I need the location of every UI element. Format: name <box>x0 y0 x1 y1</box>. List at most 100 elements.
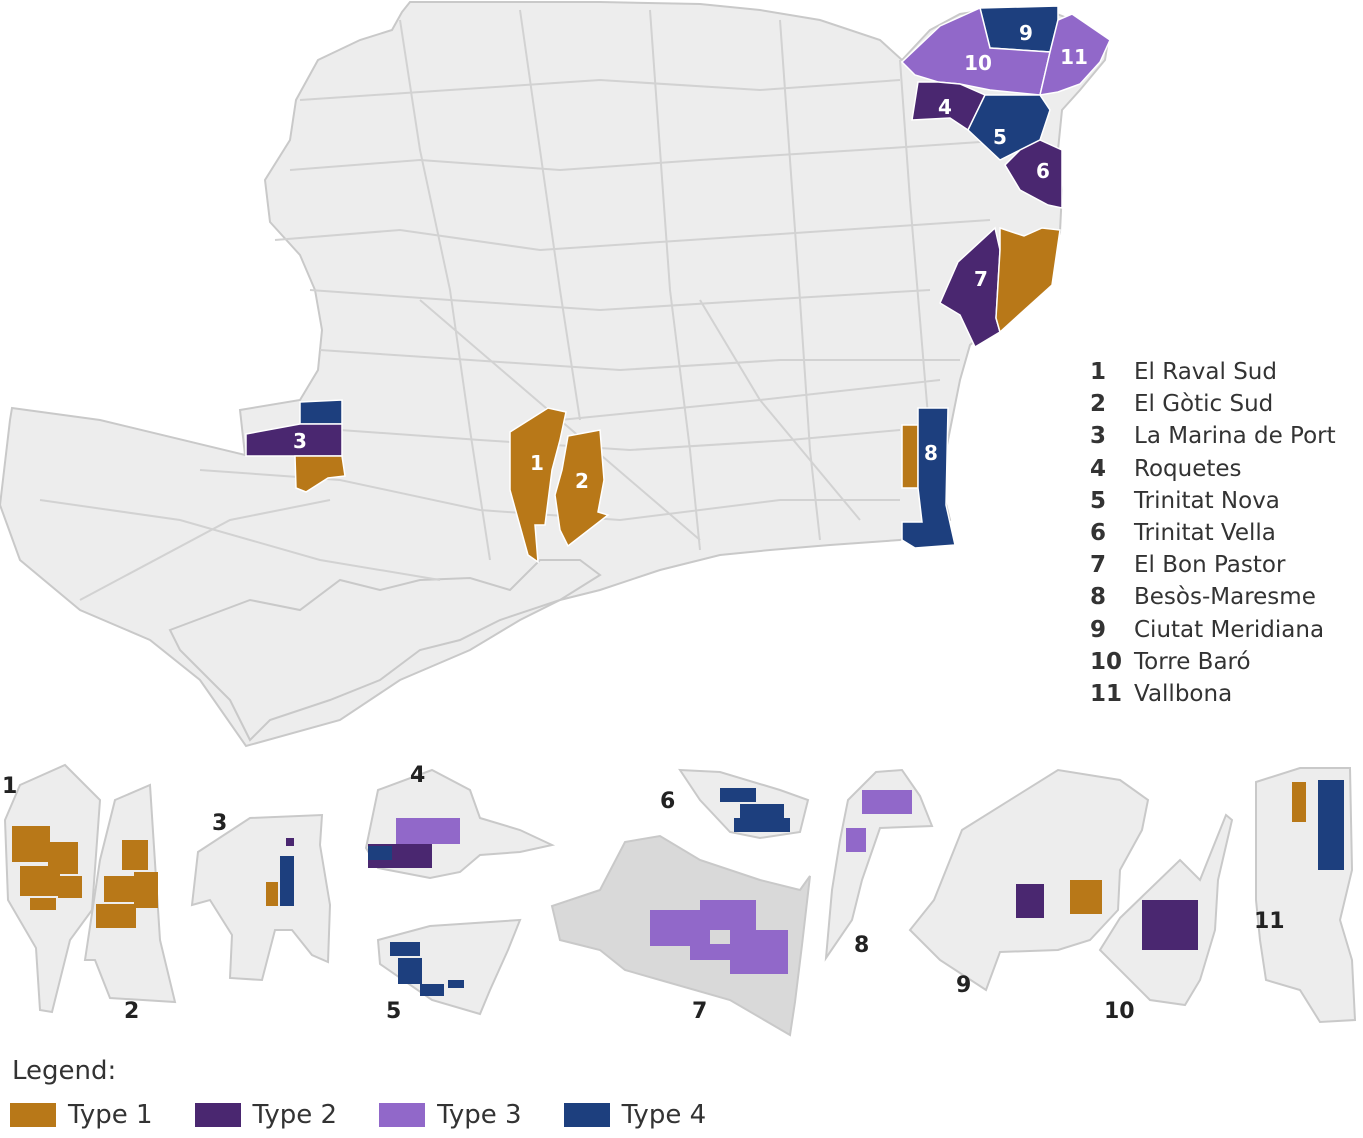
city-map <box>0 1 1110 748</box>
legend-label: Type 3 <box>437 1100 522 1130</box>
inset-maps: 1 2 3 4 5 6 <box>2 763 1357 1037</box>
legend-label: Type 4 <box>621 1100 707 1130</box>
inset-map-8 <box>824 768 934 962</box>
area-6-trinitat-vella[interactable] <box>1004 139 1063 209</box>
list-item: 6 Trinitat Vella <box>1090 517 1336 549</box>
inset-label-10: 10 <box>1104 999 1135 1024</box>
list-item-number: 5 <box>1090 487 1107 514</box>
legend-item-type-2: Type 2 <box>194 1100 338 1130</box>
map-label-8: 8 <box>924 441 938 465</box>
inset-map-3 <box>190 813 332 982</box>
list-item-name: Vallbona <box>1134 680 1233 707</box>
legend-label: Type 2 <box>252 1100 338 1130</box>
list-item: 3 La Marina de Port <box>1090 420 1336 452</box>
list-item-number: 1 <box>1090 359 1107 386</box>
inset-label-8: 8 <box>854 933 869 958</box>
list-item-name: Torre Baró <box>1134 648 1251 675</box>
area-3-la-marina-de-port-type1[interactable] <box>294 455 346 493</box>
list-item: 1 El Raval Sud <box>1090 356 1336 388</box>
inset-2-buildings <box>96 840 158 928</box>
area-2-el-gotic-sud[interactable] <box>554 429 610 548</box>
area-7-el-bon-pastor-type1[interactable] <box>995 226 1061 334</box>
inset-label-1: 1 <box>2 774 17 799</box>
list-item: 5 Trinitat Nova <box>1090 485 1336 517</box>
area-8-besos-maresme-type1[interactable] <box>901 424 919 489</box>
inset-label-5: 5 <box>386 999 401 1024</box>
inset-label-6: 6 <box>660 789 675 814</box>
inset-label-3: 3 <box>212 811 227 836</box>
list-item-number: 3 <box>1090 423 1107 450</box>
map-label-1: 1 <box>530 451 544 475</box>
list-item-name: Trinitat Nova <box>1134 487 1280 514</box>
legend-item-type-3: Type 3 <box>379 1100 522 1130</box>
legend-title: Legend: <box>12 1056 117 1086</box>
list-item-name: Ciutat Meridiana <box>1134 616 1325 643</box>
area-3-la-marina-de-port-type4[interactable] <box>299 399 343 425</box>
list-item-name: El Raval Sud <box>1134 359 1277 386</box>
inset-label-4: 4 <box>410 763 425 788</box>
list-item: 8 Besòs-Maresme <box>1090 581 1336 613</box>
inset-11-buildings <box>1292 780 1344 870</box>
map-label-11: 11 <box>1060 45 1088 69</box>
area-3-la-marina-de-port-type2[interactable] <box>245 423 343 457</box>
area-11-vallbona[interactable] <box>1039 13 1111 96</box>
legend: Type 1 Type 2 Type 3 Type 4 <box>10 1100 748 1130</box>
inset-label-9: 9 <box>956 973 971 998</box>
area-1-el-raval-sud[interactable] <box>509 407 567 564</box>
inset-9-buildings <box>1016 880 1102 918</box>
inset-label-11: 11 <box>1254 909 1285 934</box>
list-item-name: Besòs-Maresme <box>1134 584 1316 611</box>
list-item: 4 Roquetes <box>1090 453 1336 485</box>
map-label-4: 4 <box>938 95 952 119</box>
inset-map-9 <box>908 768 1150 992</box>
map-label-6: 6 <box>1036 159 1050 183</box>
legend-label: Type 1 <box>68 1100 153 1130</box>
map-label-5: 5 <box>993 125 1007 149</box>
area-10-torre-baro[interactable] <box>900 6 1051 96</box>
neighbourhood-areas <box>245 5 1111 564</box>
list-item-number: 11 <box>1090 680 1123 707</box>
map-label-10: 10 <box>964 51 992 75</box>
list-item: 10 Torre Baró <box>1090 646 1336 678</box>
list-item-name: El Gòtic Sud <box>1134 391 1274 418</box>
inset-label-2: 2 <box>124 999 139 1024</box>
list-item-name: La Marina de Port <box>1134 423 1336 450</box>
list-item-number: 10 <box>1090 648 1123 675</box>
map-area-labels: 1 2 3 4 5 6 7 8 9 10 11 <box>293 21 1088 493</box>
map-label-7: 7 <box>974 267 988 291</box>
map-label-2: 2 <box>575 469 589 493</box>
inset-7-buildings <box>650 900 788 974</box>
list-item-name: Roquetes <box>1134 455 1242 482</box>
list-item: 7 El Bon Pastor <box>1090 549 1336 581</box>
list-item-number: 7 <box>1090 552 1107 579</box>
inset-8-buildings <box>846 790 912 852</box>
inset-1-buildings <box>12 826 82 910</box>
legend-swatch-type-2 <box>194 1103 241 1127</box>
list-item-number: 9 <box>1090 616 1107 643</box>
map-label-3: 3 <box>293 429 307 453</box>
list-item: 2 El Gòtic Sud <box>1090 388 1336 420</box>
inset-6-buildings <box>720 788 790 832</box>
port-piers <box>168 559 602 742</box>
inset-5-buildings <box>390 942 464 996</box>
list-item: 11 Vallbona <box>1090 678 1336 710</box>
list-item-number: 8 <box>1090 584 1107 611</box>
legend-swatch-type-4 <box>563 1103 610 1127</box>
inset-label-7: 7 <box>692 999 707 1024</box>
area-8-besos-maresme-type4[interactable] <box>901 407 956 549</box>
inset-4-buildings <box>368 818 460 868</box>
list-item-name: Trinitat Vella <box>1134 520 1276 547</box>
list-item-number: 4 <box>1090 455 1107 482</box>
legend-swatch-type-1 <box>10 1103 56 1127</box>
list-item-number: 2 <box>1090 391 1107 418</box>
neighbourhood-list: 1 El Raval Sud 2 El Gòtic Sud 3 La Marina d… <box>1090 356 1336 710</box>
list-item-number: 6 <box>1090 520 1107 547</box>
inset-10-buildings <box>1142 900 1198 950</box>
legend-swatch-type-3 <box>379 1103 426 1127</box>
legend-item-type-1: Type 1 <box>10 1100 153 1130</box>
street-grid <box>39 9 1011 601</box>
map-label-9: 9 <box>1019 21 1033 45</box>
legend-item-type-4: Type 4 <box>563 1100 707 1130</box>
inset-3-buildings <box>266 838 294 906</box>
